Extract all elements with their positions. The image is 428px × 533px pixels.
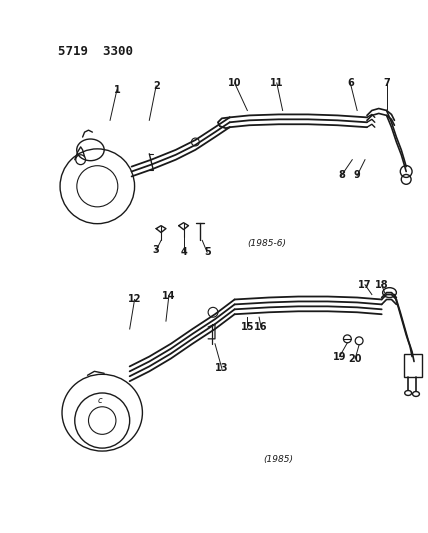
Bar <box>404 353 422 377</box>
Text: 13: 13 <box>215 364 229 374</box>
Text: 4: 4 <box>180 247 187 257</box>
Text: 5719  3300: 5719 3300 <box>58 45 133 58</box>
Text: (1985-6): (1985-6) <box>247 239 286 248</box>
Text: 12: 12 <box>128 294 141 304</box>
Text: 6: 6 <box>347 78 354 88</box>
Text: 2: 2 <box>153 81 160 91</box>
Text: 14: 14 <box>162 290 175 301</box>
Text: 1: 1 <box>113 85 120 95</box>
Text: 19: 19 <box>333 352 346 361</box>
Text: 7: 7 <box>383 78 390 88</box>
Text: 9: 9 <box>354 171 360 181</box>
Text: 10: 10 <box>228 78 241 88</box>
Text: 18: 18 <box>375 280 389 290</box>
Text: 5: 5 <box>204 247 211 257</box>
Text: 11: 11 <box>270 78 283 88</box>
Text: 20: 20 <box>348 353 362 364</box>
Text: 8: 8 <box>338 171 345 181</box>
Text: 15: 15 <box>241 322 254 332</box>
Text: 3: 3 <box>153 245 160 255</box>
Text: 17: 17 <box>358 280 372 290</box>
Text: (1985): (1985) <box>264 455 294 464</box>
Text: 16: 16 <box>254 322 268 332</box>
Text: c: c <box>98 397 103 406</box>
